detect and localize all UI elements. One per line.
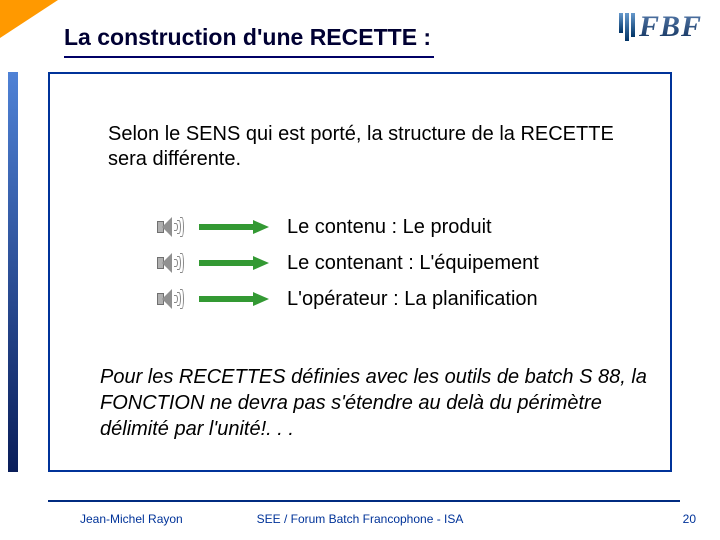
header: La construction d'une RECETTE : FBF <box>0 0 720 72</box>
bullet-label: Le contenant : L'équipement <box>287 252 539 275</box>
bullet-label: Le contenu : Le produit <box>287 216 492 239</box>
footer-center: SEE / Forum Batch Francophone - ISA <box>0 512 720 526</box>
speaker-icon <box>155 250 185 276</box>
logo-bars-icon <box>619 13 635 41</box>
logo: FBF <box>619 10 702 44</box>
speaker-icon <box>155 214 185 240</box>
speaker-icon <box>155 286 185 312</box>
arrow-right-icon <box>199 220 269 234</box>
list-item: Le contenant : L'équipement <box>155 245 625 281</box>
logo-text: FBF <box>639 10 702 44</box>
bullet-list: Le contenu : Le produit Le contenant : L… <box>155 209 625 317</box>
title-underline <box>64 56 434 58</box>
arrow-right-icon <box>199 256 269 270</box>
footer: Jean-Michel Rayon SEE / Forum Batch Fran… <box>0 492 720 540</box>
intro-text: Selon le SENS qui est porté, la structur… <box>108 122 648 172</box>
list-item: Le contenu : Le produit <box>155 209 625 245</box>
page-number: 20 <box>683 512 696 526</box>
content-box: Selon le SENS qui est porté, la structur… <box>48 72 672 472</box>
slide: La construction d'une RECETTE : FBF Selo… <box>0 0 720 540</box>
corner-accent <box>0 0 58 38</box>
footnote-text: Pour les RECETTES définies avec les outi… <box>100 364 650 442</box>
slide-title: La construction d'une RECETTE : <box>64 24 431 51</box>
footer-divider <box>48 500 680 502</box>
list-item: L'opérateur : La planification <box>155 281 625 317</box>
bullet-label: L'opérateur : La planification <box>287 288 538 311</box>
arrow-right-icon <box>199 292 269 306</box>
side-gradient-bar <box>8 72 18 472</box>
